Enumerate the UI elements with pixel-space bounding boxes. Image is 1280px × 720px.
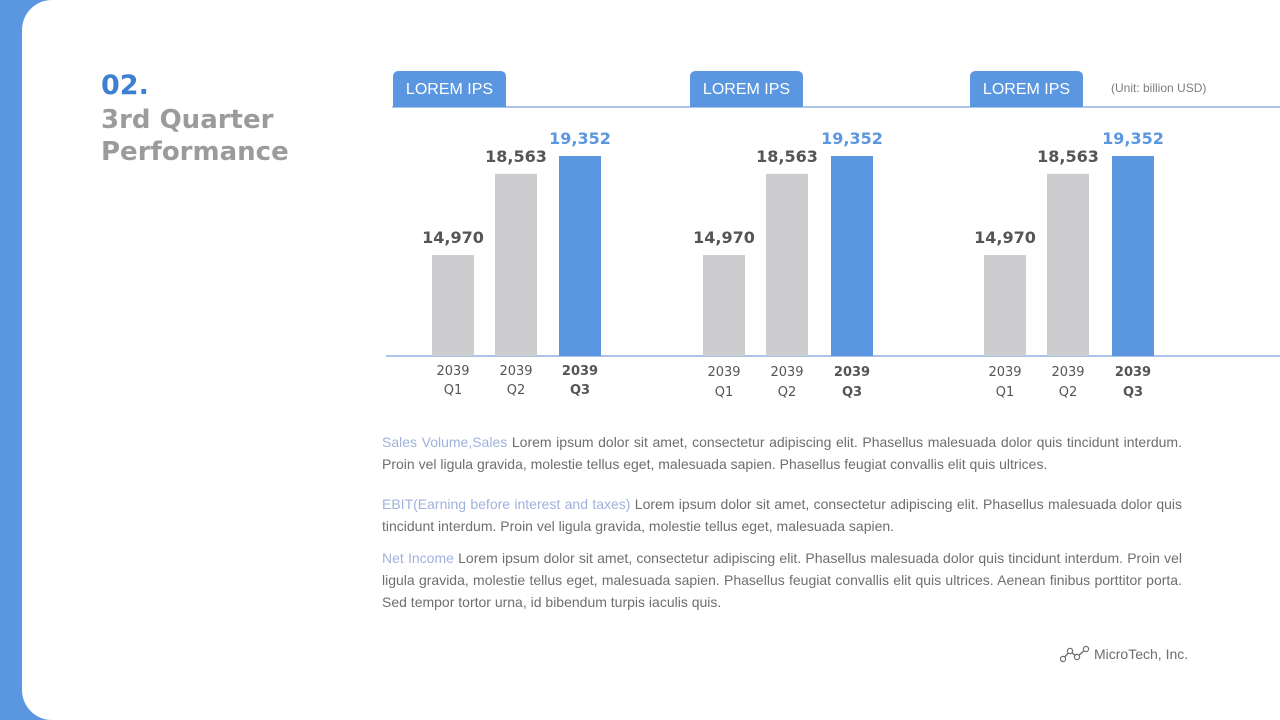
tick-label-year: 2039 bbox=[1051, 365, 1084, 380]
chart-tab bbox=[690, 71, 803, 107]
paragraph-text: Lorem ipsum dolor sit amet, consectetur … bbox=[382, 434, 1182, 472]
paragraph-lead: Net Income bbox=[382, 550, 454, 566]
tick-label-quarter: Q1 bbox=[996, 385, 1015, 400]
paragraph-lead: EBIT(Earning before interest and taxes) bbox=[382, 496, 631, 512]
tick-label-year: 2039 bbox=[562, 364, 598, 379]
paragraph-text: Lorem ipsum dolor sit amet, consectetur … bbox=[382, 550, 1182, 610]
data-label: 19,352 bbox=[821, 129, 883, 148]
chart-title: LOREM IPS bbox=[983, 81, 1070, 98]
tick-label-quarter: Q1 bbox=[715, 385, 734, 400]
data-label: 18,563 bbox=[756, 147, 818, 166]
bar-charts: LOREM IPS 14,970 2039 Q1 18,563 2039 Q2 19,352 2… bbox=[386, 71, 1280, 400]
tick-label-quarter: Q2 bbox=[1059, 385, 1078, 400]
tick-label-year: 2039 bbox=[1115, 365, 1151, 380]
tick-label-year: 2039 bbox=[770, 365, 803, 380]
bar bbox=[766, 173, 808, 356]
tick-label-quarter: Q1 bbox=[444, 383, 463, 398]
slide-background bbox=[22, 0, 1280, 720]
company-name: MicroTech, Inc. bbox=[1094, 646, 1189, 662]
paragraph-text: Lorem ipsum dolor sit amet, consectetur … bbox=[382, 496, 1182, 534]
chart-line-icon bbox=[1060, 645, 1090, 663]
paragraph-ebit: EBIT(Earning before interest and taxes) … bbox=[382, 493, 1182, 537]
chart-tab bbox=[393, 71, 506, 107]
chart-title: LOREM IPS bbox=[703, 81, 790, 98]
tick-label-quarter: Q3 bbox=[1123, 385, 1143, 400]
data-label: 14,970 bbox=[422, 228, 484, 247]
tick-label-year: 2039 bbox=[436, 364, 469, 379]
tick-label-year: 2039 bbox=[988, 365, 1021, 380]
bar bbox=[831, 156, 873, 356]
chart-title: LOREM IPS bbox=[406, 81, 493, 98]
tick-label-year: 2039 bbox=[834, 365, 870, 380]
bar bbox=[432, 255, 474, 356]
section-title: 3rd Quarter Performance bbox=[101, 105, 289, 167]
company-logo: MicroTech, Inc. bbox=[1060, 645, 1188, 663]
bar bbox=[984, 255, 1026, 356]
chart-tab bbox=[970, 71, 1083, 107]
tick-label-year: 2039 bbox=[499, 364, 532, 379]
bar bbox=[703, 255, 745, 356]
bar bbox=[1112, 156, 1154, 356]
data-label: 18,563 bbox=[485, 147, 547, 166]
data-label: 19,352 bbox=[1102, 129, 1164, 148]
section-number: 02. bbox=[101, 70, 149, 101]
bar bbox=[1047, 173, 1089, 356]
unit-note: (Unit: billion USD) bbox=[1111, 81, 1207, 95]
data-label: 14,970 bbox=[974, 228, 1036, 247]
tick-label-quarter: Q2 bbox=[778, 385, 797, 400]
tick-label-year: 2039 bbox=[707, 365, 740, 380]
paragraph-net-income: Net Income Lorem ipsum dolor sit amet, c… bbox=[382, 547, 1182, 613]
bar bbox=[559, 156, 601, 356]
bar bbox=[495, 173, 537, 356]
data-label: 19,352 bbox=[549, 129, 611, 148]
data-label: 18,563 bbox=[1037, 147, 1099, 166]
paragraph-lead: Sales Volume,Sales bbox=[382, 434, 508, 450]
paragraph-sales: Sales Volume,Sales Lorem ipsum dolor sit… bbox=[382, 431, 1182, 475]
data-label: 14,970 bbox=[693, 228, 755, 247]
tick-label-quarter: Q3 bbox=[570, 383, 590, 398]
tick-label-quarter: Q3 bbox=[842, 385, 862, 400]
tick-label-quarter: Q2 bbox=[507, 383, 526, 398]
